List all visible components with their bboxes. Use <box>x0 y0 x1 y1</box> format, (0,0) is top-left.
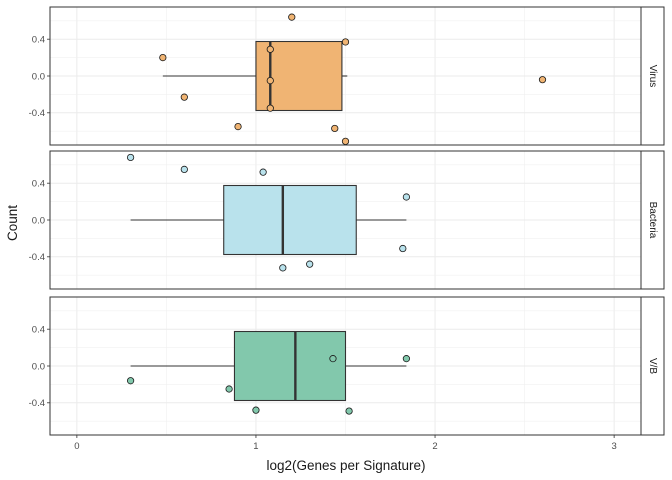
strip-background <box>640 150 665 290</box>
data-point <box>266 104 274 112</box>
x-tick-label: 2 <box>432 441 437 452</box>
x-tick-label: 1 <box>253 441 258 452</box>
data-point <box>402 193 410 201</box>
data-point <box>399 244 407 253</box>
data-point <box>341 38 350 46</box>
x-tick-label: 0 <box>74 441 79 452</box>
y-tick-label: 0.0 <box>32 215 45 226</box>
y-tick-label: 0.0 <box>32 71 45 82</box>
panel-3: -0.4 0.0 0.4 V/B <box>29 296 665 436</box>
data-point <box>331 124 339 133</box>
strip-background <box>640 6 665 146</box>
x-axis: 0 1 2 3 <box>74 435 617 452</box>
data-point <box>126 153 135 162</box>
data-point <box>266 45 274 53</box>
strip-label: V/B <box>647 358 658 374</box>
data-point <box>341 137 350 145</box>
data-point <box>159 53 167 62</box>
panel-1: -0.4 0.0 0.4 Virus <box>29 6 665 146</box>
data-point <box>180 93 188 101</box>
data-point <box>180 165 188 173</box>
data-point <box>345 407 353 415</box>
y-tick-label: -0.4 <box>29 252 45 263</box>
y-tick-label: 0.0 <box>32 361 45 372</box>
data-point <box>266 77 274 85</box>
x-tick-label: 3 <box>611 441 616 452</box>
data-point <box>306 260 314 268</box>
y-axis-title: Count <box>5 205 20 241</box>
data-point <box>259 168 267 176</box>
data-point <box>126 377 135 385</box>
data-point <box>252 406 260 414</box>
data-point <box>279 264 287 272</box>
data-point <box>288 13 296 21</box>
strip-background <box>640 296 665 436</box>
data-point <box>402 355 410 363</box>
data-point <box>329 355 337 363</box>
strip-label: Bacteria <box>647 202 658 239</box>
y-tick-label: 0.4 <box>32 179 45 190</box>
data-point <box>234 123 242 131</box>
data-point <box>225 385 233 393</box>
strip-label: Virus <box>647 65 658 88</box>
y-tick-label: 0.4 <box>32 325 45 336</box>
y-tick-label: -0.4 <box>29 398 45 409</box>
y-tick-label: -0.4 <box>29 108 45 119</box>
box-iqr <box>233 330 347 402</box>
data-point <box>538 76 547 84</box>
panel-2: -0.4 0.0 0.4 Bacteria <box>29 150 665 290</box>
y-tick-label: 0.4 <box>32 35 45 46</box>
x-axis-title: log2(Genes per Signature) <box>266 458 425 473</box>
panels-layer: -0.4 0.0 0.4 Virus -0.4 0.0 0.4 Bacteria -0.4 0.0… <box>29 6 665 436</box>
box-iqr <box>223 184 357 256</box>
